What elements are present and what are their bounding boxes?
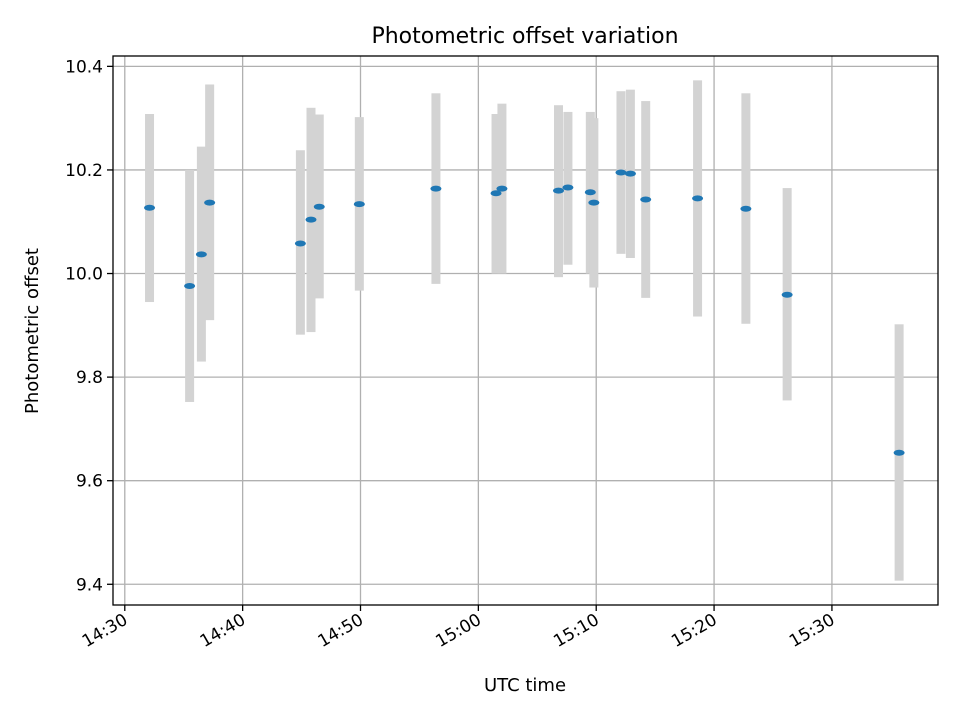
chart-title: Photometric offset variation bbox=[371, 24, 678, 49]
y-axis-label: Photometric offset bbox=[22, 248, 43, 414]
y-tick-label: 10.4 bbox=[65, 57, 103, 77]
data-point bbox=[294, 240, 306, 247]
x-axis-label: UTC time bbox=[484, 675, 566, 696]
data-point bbox=[692, 195, 704, 202]
data-point bbox=[204, 199, 216, 206]
y-tick-label: 9.8 bbox=[76, 368, 103, 388]
data-point bbox=[184, 282, 196, 289]
data-point bbox=[353, 201, 365, 208]
data-point bbox=[624, 170, 636, 177]
plot-frame bbox=[112, 55, 939, 606]
data-point bbox=[584, 189, 596, 196]
y-tick-label: 9.4 bbox=[76, 575, 103, 595]
data-point bbox=[893, 449, 905, 456]
data-point bbox=[640, 196, 652, 203]
data-point bbox=[144, 204, 156, 211]
data-point bbox=[313, 203, 325, 210]
y-tick-label: 10.2 bbox=[65, 161, 103, 181]
y-tick-label: 10.0 bbox=[65, 265, 103, 285]
grid-layer bbox=[113, 56, 938, 605]
data-point bbox=[490, 190, 502, 197]
data-point bbox=[615, 169, 627, 176]
y-tick-label: 9.6 bbox=[76, 472, 103, 492]
data-point bbox=[740, 205, 752, 212]
data-point bbox=[195, 251, 207, 258]
data-point bbox=[430, 185, 442, 192]
data-point bbox=[562, 184, 574, 191]
data-point bbox=[553, 187, 564, 194]
data-point bbox=[496, 185, 508, 192]
point-layer bbox=[144, 169, 905, 456]
data-point bbox=[305, 216, 317, 223]
data-point bbox=[781, 291, 793, 298]
data-point bbox=[588, 199, 600, 206]
